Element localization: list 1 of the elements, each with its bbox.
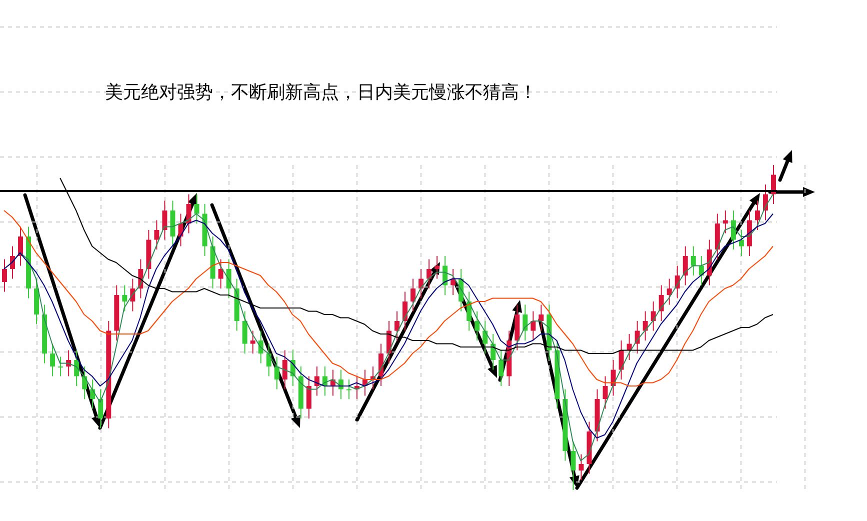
chart-title: 美元绝对强势，不断刷新高点，日内美元慢涨不猜高！ (105, 81, 537, 104)
